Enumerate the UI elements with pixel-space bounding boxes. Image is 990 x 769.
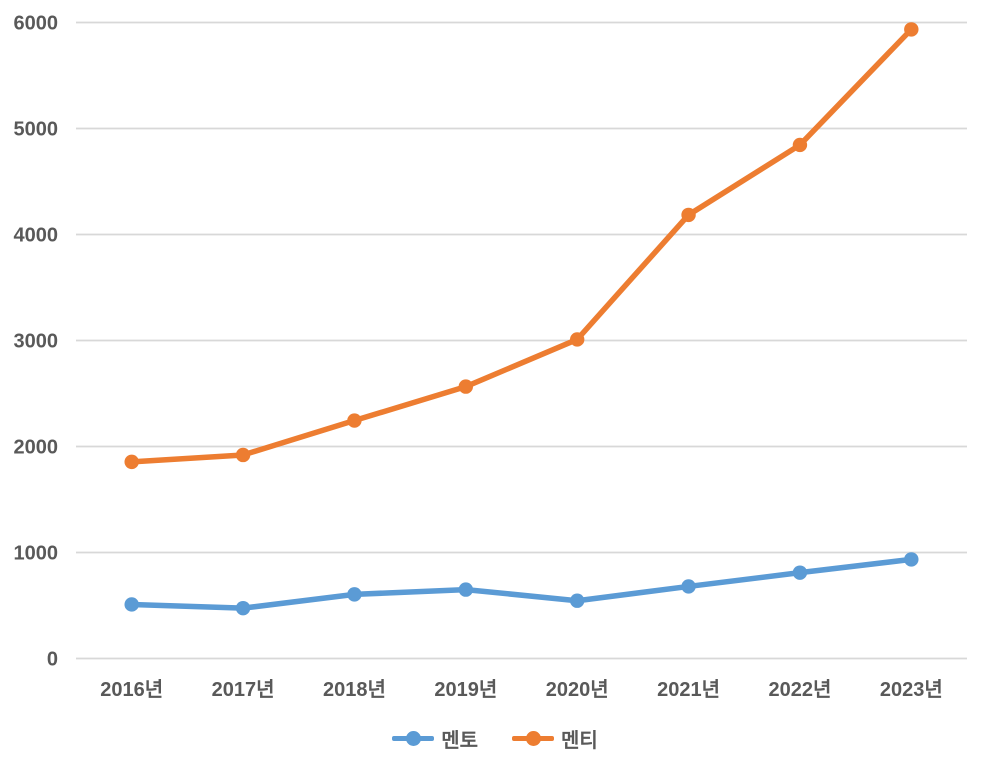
line-chart: 0 1000 2000 3000 4000 5000 6000 2016년 2017년 2018년… <box>14 13 967 701</box>
legend-label-mentee: 멘티 <box>561 729 598 752</box>
x-axis-tick-label: 2023년 <box>880 678 943 701</box>
x-axis-tick-label: 2018년 <box>323 678 386 701</box>
legend-label-mentor: 멘토 <box>441 729 478 752</box>
legend-item-mentee: 멘티 <box>512 724 598 753</box>
mentee-data-point <box>792 137 808 153</box>
legend-marker-mentee-icon <box>512 730 554 746</box>
y-axis-tick-label: 4000 <box>14 225 59 247</box>
mentor-series-line <box>128 556 915 611</box>
x-axis-tick-label: 2017년 <box>212 678 275 701</box>
mentor-data-point <box>124 597 139 612</box>
x-axis-tick-label: 2019년 <box>434 678 497 701</box>
y-axis-tick-label: 5000 <box>14 119 59 141</box>
x-axis-tick-label: 2020년 <box>546 678 609 701</box>
mentor-data-point <box>569 593 585 608</box>
chart-legend: 멘토 멘티 <box>0 724 990 752</box>
mentee-data-point <box>347 413 362 428</box>
y-axis-tick-label: 6000 <box>14 13 59 35</box>
mentee-data-point <box>569 332 585 347</box>
mentor-data-point <box>235 600 251 616</box>
y-axis-tick-label: 2000 <box>14 437 59 459</box>
mentee-series-line <box>128 26 915 465</box>
mentor-data-point <box>347 587 362 602</box>
x-axis-tick-label: 2022년 <box>768 678 831 701</box>
mentee-data-point <box>904 22 919 37</box>
y-axis-tick-label: 3000 <box>14 331 59 353</box>
mentee-data-point <box>124 454 139 470</box>
legend-marker-mentor-icon <box>392 730 435 746</box>
y-axis-tick-label: 1000 <box>14 543 59 565</box>
mentee-data-point <box>681 207 696 223</box>
y-axis-tick-label: 0 <box>47 649 58 671</box>
mentor-data-point <box>681 579 696 594</box>
mentee-data-point <box>235 447 251 463</box>
legend-dot-mentee <box>525 730 541 746</box>
legend-dot-mentor <box>405 730 421 746</box>
mentor-data-point <box>904 552 919 567</box>
mentee-data-point <box>458 379 474 394</box>
legend-item-mentor: 멘토 <box>392 724 478 753</box>
mentor-data-point <box>792 565 808 580</box>
x-axis-tick-label: 2021년 <box>657 678 720 701</box>
mentor-data-point <box>458 582 474 597</box>
x-axis-tick-label: 2016년 <box>100 678 163 701</box>
